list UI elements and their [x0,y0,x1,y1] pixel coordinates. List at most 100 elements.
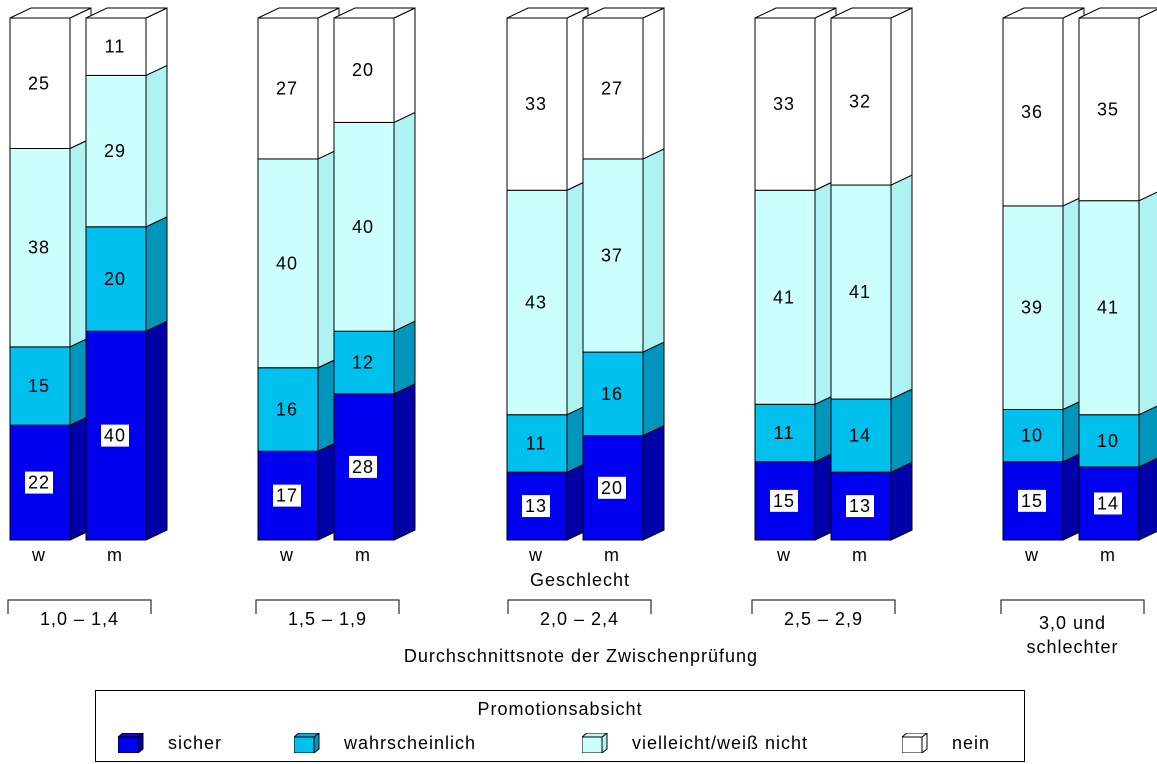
bar-g5-m-nein-value-label: 35 [1097,99,1119,119]
group-bracket-5 [1000,599,1145,614]
bar-g1-w-nein-top [9,7,92,19]
bar-g4-w-vielleicht [754,189,816,405]
bar-g2-m-tick-label: m [355,545,371,565]
bar-g4-w-sicher-value-label: 15 [773,491,795,511]
bar-g1-m-sicher-label-bg [101,424,129,447]
bar-g4-m-sicher-value-label: 13 [849,496,871,516]
bar-g2-m-sicher-label-bg [349,455,377,478]
bar-g2-w-wahrscheinlich-value-label: 16 [276,400,298,420]
bar-g1-m-nein [85,17,147,76]
group-label-5-line-2: schlechter [1026,637,1118,657]
bar-g3-w-nein-top [506,7,589,19]
group-bracket-4 [751,599,896,614]
bar-g1-m-vielleicht [85,74,147,228]
bar-g2-m-wahrscheinlich-side [393,320,416,395]
bar-g2-m-wahrscheinlich-value-label: 12 [352,353,374,373]
bar-g1-m-vielleicht-value-label: 29 [104,141,126,161]
bar-g3-m-sicher-label-bg [598,476,626,499]
bar-g1-m-wahrscheinlich [85,226,147,332]
group-bracket-3 [507,599,652,614]
group-bracket-2 [255,599,400,614]
bar-g2-w-vielleicht [257,158,319,369]
bar-g2-w-vielleicht-value-label: 40 [276,253,298,273]
bar-g4-m-wahrscheinlich-side [890,388,913,473]
legend-swatch-wahrscheinlich [294,733,320,753]
bar-g4-m-nein-top [830,7,913,19]
bar-g4-m-tick-label: m [852,545,868,565]
bar-g3-w-vielleicht-value-label: 43 [525,292,547,312]
bar-g5-m-nein-top [1078,7,1157,19]
bar-g1-m-tick-label: m [107,545,123,565]
bar-g4-m-vielleicht-side [890,174,913,400]
legend-label-vielleicht: vielleicht/weiß nicht [632,732,809,753]
bar-g5-m-vielleicht-side [1138,191,1157,416]
legend-label-nein: nein [952,732,991,753]
bar-g1-m-sicher-value-label: 40 [104,426,126,446]
bar-g5-w-wahrscheinlich-value-label: 10 [1021,426,1043,446]
bar-g1-w-sicher-value-label: 22 [28,473,50,493]
bar-g3-w-vielleicht [506,189,568,416]
legend-item-sicher: sicher [118,731,222,755]
bar-g5-m-sicher-label-bg [1094,492,1122,515]
bar-g2-w-sicher-label-bg [273,484,301,507]
bar-g3-w-nein-value-label: 33 [525,94,547,114]
bar-g1-w-sicher-label-bg [25,471,53,494]
bar-g4-w-vielleicht-value-label: 41 [773,287,795,307]
bar-g3-w-wahrscheinlich [506,414,568,473]
bar-g2-m-nein-top [333,7,416,19]
bar-g3-m-tick-label: m [604,545,620,565]
bar-g5-w-nein-top [1002,7,1085,19]
bar-g5-m-tick-label: m [1100,545,1116,565]
bar-g2-m-sicher-side [393,383,416,541]
bar-g3-m-wahrscheinlich [582,351,644,437]
bar-g1-m-wahrscheinlich-value-label: 20 [104,269,126,289]
bar-g2-m-vielleicht-side [393,111,416,332]
bar-g5-m-vielleicht [1078,200,1140,416]
bar-g5-w-sicher-value-label: 15 [1021,491,1043,511]
bar-g5-m-sicher-value-label: 14 [1097,493,1119,513]
bar-g2-m-nein-value-label: 20 [352,60,374,80]
bar-g3-m-sicher-side [642,424,665,541]
bar-g5-m-vielleicht-value-label: 41 [1097,298,1119,318]
bar-g4-w-sicher-label-bg [770,489,798,512]
bar-g4-m-nein-value-label: 32 [849,92,871,112]
bar-g3-m-wahrscheinlich-value-label: 16 [601,384,623,404]
bar-g4-w-nein [754,17,816,191]
bar-g5-m-wahrscheinlich-value-label: 10 [1097,431,1119,451]
bar-g4-m-vielleicht-value-label: 41 [849,282,871,302]
legend-item-nein: nein [902,731,990,755]
bar-g5-w-wahrscheinlich [1002,409,1064,463]
legend-swatch-vielleicht [582,733,608,753]
bar-g5-m-wahrscheinlich [1078,414,1140,468]
bar-g4-w-tick-label: w [776,545,791,565]
bar-g5-w-sicher-label-bg [1018,489,1046,512]
bar-g1-m-nein-value-label: 11 [105,37,126,57]
bar-g2-m-vielleicht-value-label: 40 [352,217,374,237]
group-label-5-line-1: 3,0 und [1039,613,1106,633]
bar-g4-m-sicher-label-bg [846,495,874,518]
group-label-3: 2,0 – 2,4 [540,609,619,629]
bar-g5-w-nein [1002,17,1064,207]
bar-g1-w-vielleicht-value-label: 38 [28,238,50,258]
bar-g1-w-vielleicht [9,148,71,348]
x-axis-title: Durchschnittsnote der Zwischenprüfung [404,646,758,666]
legend-item-vielleicht: vielleicht/weiß nicht [582,731,808,755]
bar-g4-m-nein-side [890,7,913,186]
bar-g4-m-nein [830,17,892,186]
legend-label-sicher: sicher [168,732,223,753]
bar-g1-w-tick-label: w [31,545,46,565]
bar-g5-m-nein-side [1138,8,1157,202]
bar-g1-w-nein-value-label: 25 [28,73,50,93]
bar-g1-w-nein [9,17,71,149]
bar-g5-m-nein [1078,17,1140,202]
bar-g3-w-wahrscheinlich-value-label: 11 [526,433,547,453]
sublabel-geschlecht: Geschlecht [530,570,630,590]
bar-g1-m-sicher-side [145,320,168,541]
bar-g5-m-sicher-side [1138,457,1157,541]
bar-g3-w-sicher-value-label: 13 [525,496,547,516]
bar-g1-m-nein-side [145,7,168,77]
bar-g2-w-nein-top [257,7,340,19]
bar-g4-w-wahrscheinlich-value-label: 11 [774,423,795,443]
bar-g4-m-sicher-side [890,461,913,541]
